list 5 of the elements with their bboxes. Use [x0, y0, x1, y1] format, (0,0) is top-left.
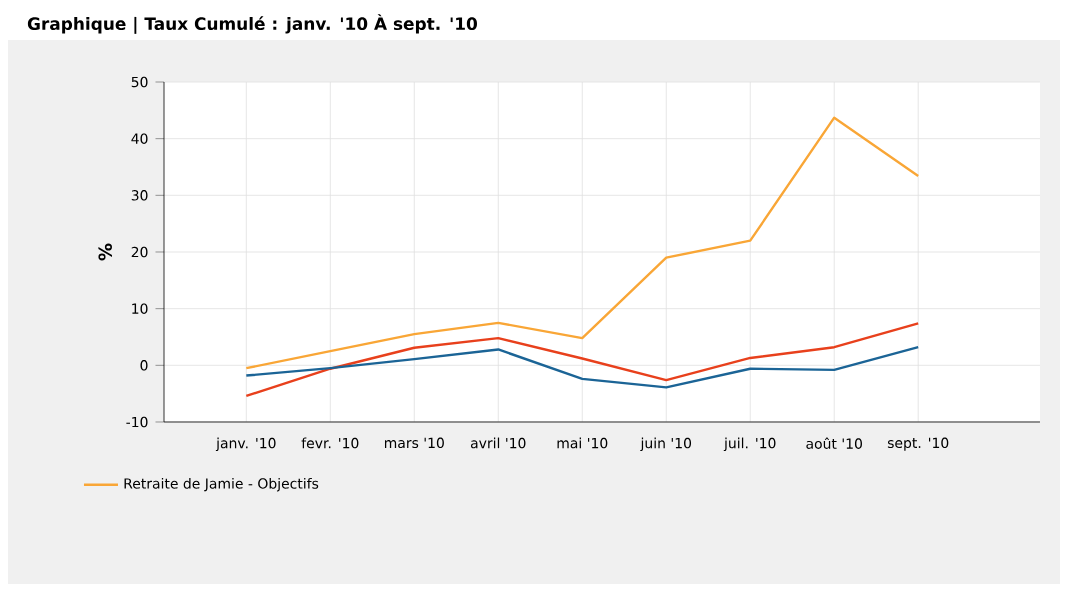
line-series [245, 322, 920, 398]
line-series [245, 346, 920, 389]
chart-title: Graphique | Taux Cumulé : janv. '10 À sept. '10 [27, 14, 477, 34]
y-axis-title: % [98, 243, 112, 261]
line-series [245, 116, 920, 370]
